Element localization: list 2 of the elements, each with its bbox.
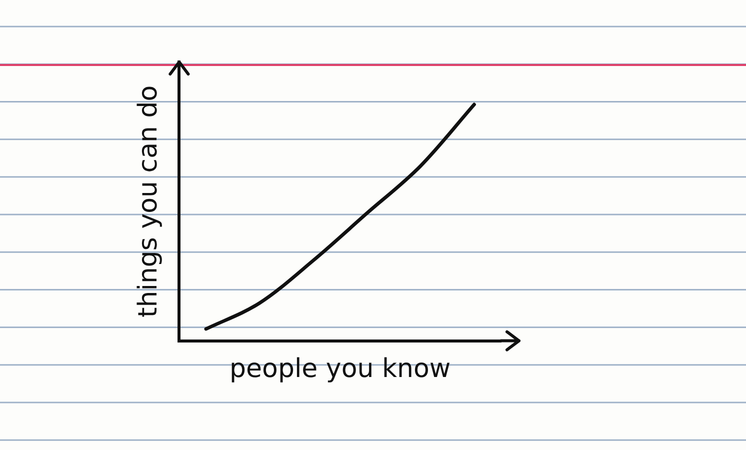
x-axis-title: people you know [230,354,451,384]
y-axis-title: things you can do [133,85,164,318]
